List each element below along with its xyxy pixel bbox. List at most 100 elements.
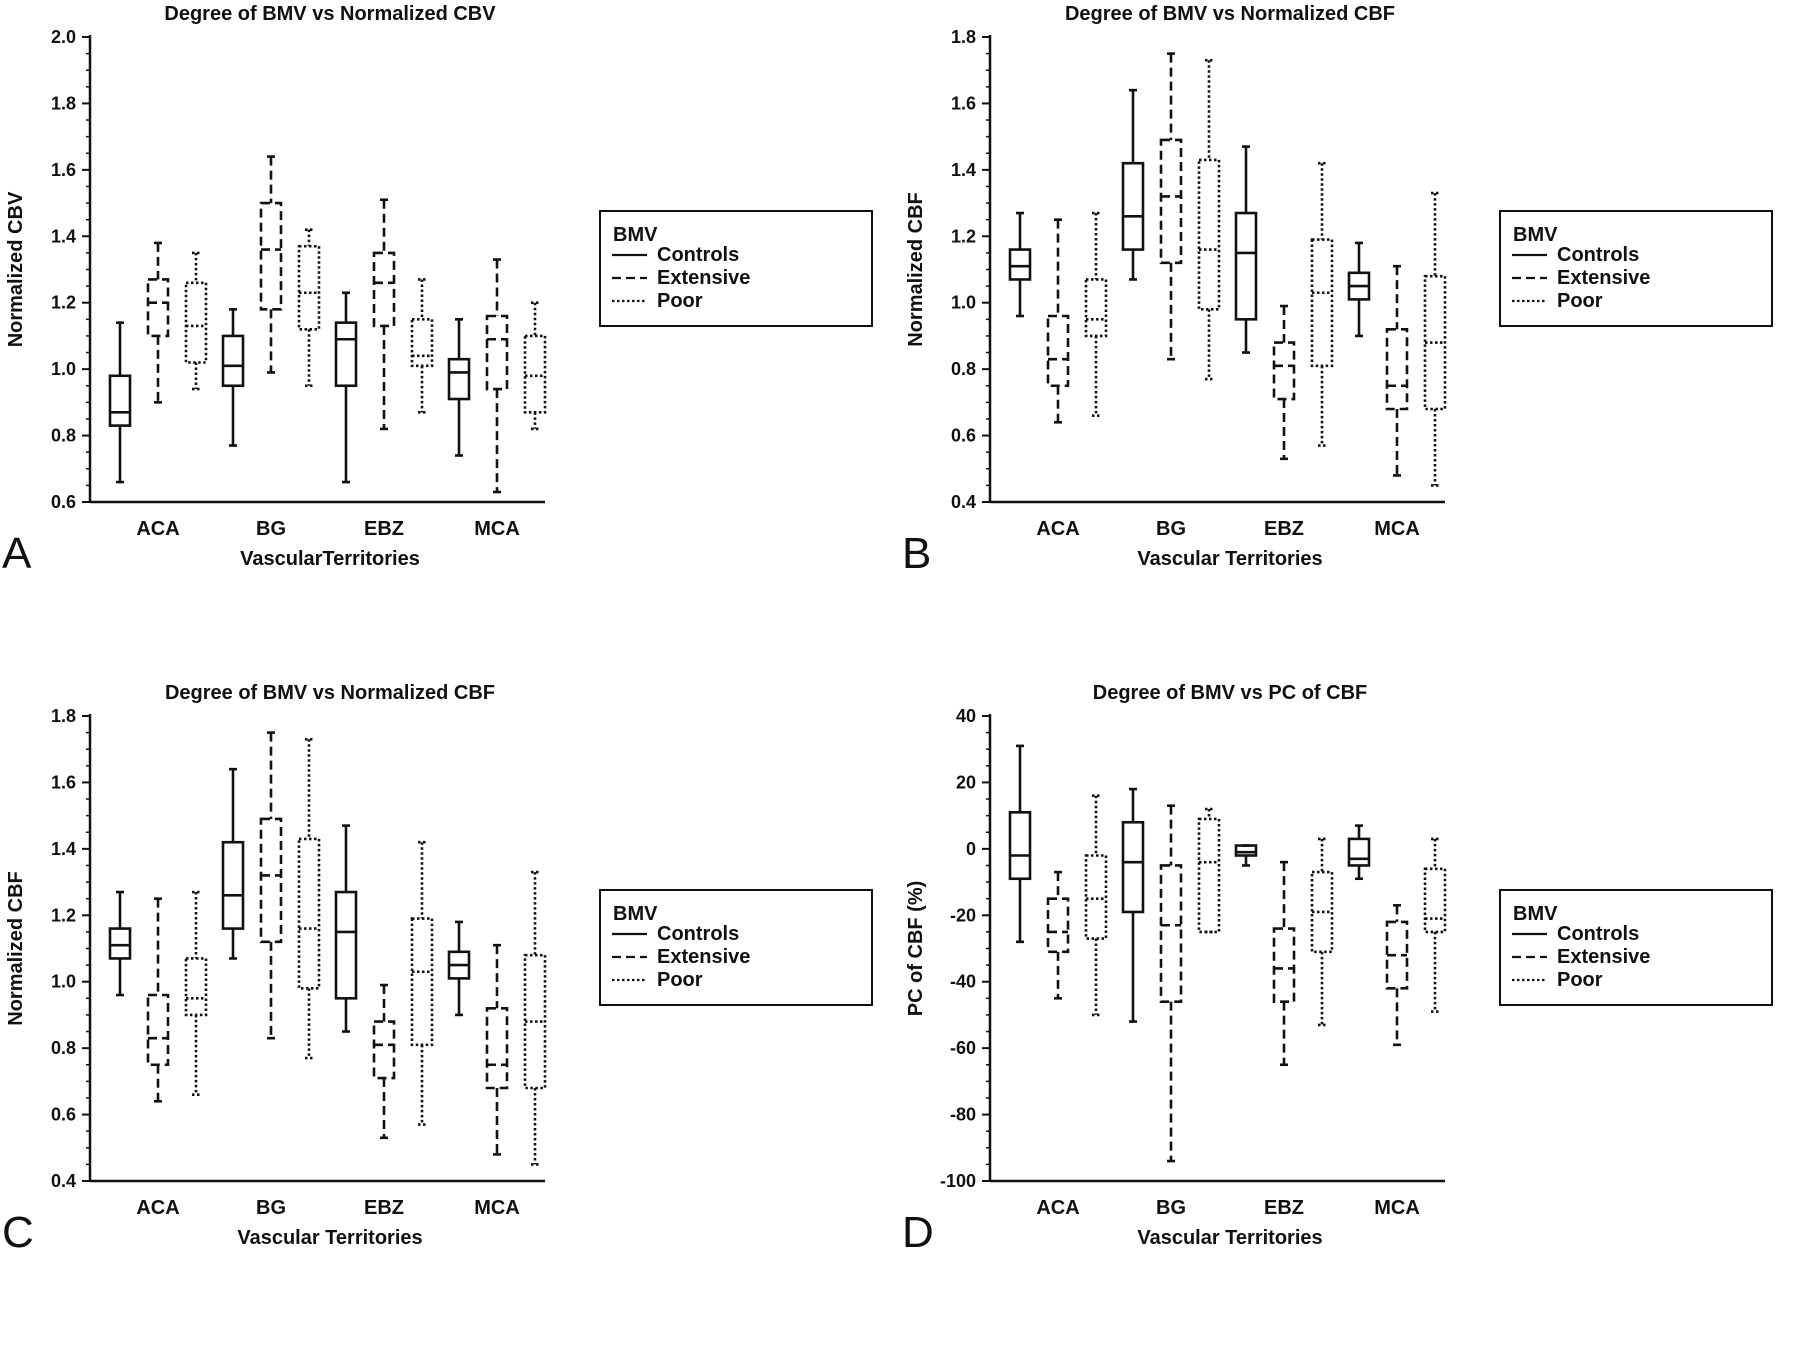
y-tick-label: 1.0	[51, 972, 76, 992]
y-tick-label: 1.2	[51, 905, 76, 925]
y-tick-label: 1.6	[951, 93, 976, 113]
legend-item-label: Poor	[1557, 290, 1603, 312]
box-iqr	[184, 957, 208, 1017]
box-iqr	[1046, 314, 1070, 388]
box-extensive-ebz	[1272, 860, 1296, 1067]
box-iqr	[523, 334, 547, 414]
chart-d: Degree of BMV vs PC of CBF -100 -80 -60 -40 -…	[902, 682, 1773, 1257]
legend-item-label: Poor	[657, 290, 703, 312]
box-iqr	[1423, 274, 1447, 411]
y-tick-label: 1.4	[51, 839, 76, 859]
panel-letter: D	[902, 1208, 934, 1257]
y-tick-label: 1.6	[51, 160, 76, 180]
box-iqr	[1008, 248, 1032, 281]
box-poor-ebz	[1310, 161, 1334, 447]
box-iqr	[1234, 211, 1258, 321]
box-iqr	[1310, 238, 1334, 368]
legend-item-label: Extensive	[1557, 946, 1650, 968]
legend-item-label: Poor	[1557, 969, 1603, 991]
box-iqr	[334, 890, 358, 1000]
box-extensive-ebz	[372, 983, 396, 1140]
box-poor-aca	[1084, 211, 1108, 417]
x-axis-label: Vascular Territories	[237, 1227, 422, 1249]
x-category-label: EBZ	[364, 518, 404, 540]
panel-d: Degree of BMV vs PC of CBF -100 -80 -60 -40 -…	[900, 679, 1800, 1358]
box-iqr	[146, 278, 170, 338]
y-axis-label: PC of CBF (%)	[905, 881, 927, 1017]
box-iqr	[1385, 327, 1409, 411]
box-extensive-aca	[1046, 870, 1070, 1000]
y-tick-label: 0	[966, 839, 976, 859]
chart-title: Degree of BMV vs PC of CBF	[1093, 682, 1367, 704]
y-tick-label: 1.0	[951, 293, 976, 313]
box-controls-mca	[1347, 241, 1371, 338]
y-tick-label: 0.8	[951, 359, 976, 379]
panel-letter: C	[2, 1208, 34, 1257]
panel-a: Degree of BMV vs Normalized CBV 0.6 0.8 1.0…	[0, 0, 900, 679]
y-tick-label: -80	[950, 1105, 976, 1125]
box-iqr	[1423, 867, 1447, 934]
legend-title: BMV	[613, 903, 658, 925]
legend-box	[599, 889, 873, 1006]
box-controls-bg	[1121, 787, 1145, 1023]
box-iqr	[523, 953, 547, 1090]
x-category-label: EBZ	[1264, 518, 1304, 540]
panel-letter: A	[2, 529, 32, 578]
y-axis-label: Normalized CBF	[5, 871, 27, 1025]
box-iqr	[372, 251, 396, 328]
box-controls-mca	[1347, 824, 1371, 881]
y-tick-label: -40	[950, 972, 976, 992]
legend-item-label: Controls	[657, 244, 739, 266]
box-extensive-mca	[1385, 264, 1409, 477]
x-category-label: MCA	[1374, 1197, 1420, 1219]
box-controls-bg	[1121, 88, 1145, 281]
x-category-label: ACA	[1036, 1197, 1079, 1219]
box-controls-aca	[1008, 744, 1032, 944]
box-extensive-ebz	[1272, 304, 1296, 461]
box-iqr	[1347, 837, 1371, 867]
legend-title: BMV	[613, 224, 658, 246]
box-extensive-bg	[259, 731, 283, 1040]
x-axis-label: VascularTerritories	[240, 548, 420, 570]
y-tick-label: 1.2	[951, 226, 976, 246]
y-tick-label: 20	[956, 772, 976, 792]
legend-item-label: Controls	[657, 923, 739, 945]
box-iqr	[108, 374, 132, 427]
box-iqr	[1084, 278, 1108, 338]
box-controls-aca	[1008, 211, 1032, 318]
legend-box	[1499, 889, 1773, 1006]
box-extensive-ebz	[372, 198, 396, 431]
box-iqr	[184, 281, 208, 364]
y-tick-label: 1.8	[951, 27, 976, 47]
box-controls-ebz	[1234, 145, 1258, 354]
y-tick-label: 0.6	[51, 1105, 76, 1125]
box-extensive-aca	[146, 897, 170, 1103]
box-iqr	[1310, 870, 1334, 954]
box-iqr	[108, 927, 132, 960]
box-poor-bg	[297, 737, 321, 1060]
box-poor-ebz	[410, 278, 434, 414]
box-extensive-mca	[1385, 904, 1409, 1047]
box-iqr	[1197, 158, 1221, 311]
box-iqr	[1159, 864, 1183, 1003]
box-iqr	[410, 318, 434, 368]
legend-item-label: Extensive	[657, 267, 750, 289]
y-tick-label: 1.8	[51, 706, 76, 726]
x-category-label: MCA	[474, 1197, 520, 1219]
box-poor-ebz	[410, 840, 434, 1126]
box-poor-bg	[1197, 807, 1221, 934]
panel-letter: B	[902, 529, 931, 578]
y-tick-label: 1.4	[951, 160, 976, 180]
box-iqr	[259, 817, 283, 944]
x-axis-label: Vascular Territories	[1137, 548, 1322, 570]
legend-title: BMV	[1513, 903, 1558, 925]
box-iqr	[372, 1020, 396, 1080]
x-category-label: EBZ	[1264, 1197, 1304, 1219]
x-category-label: BG	[1156, 1197, 1186, 1219]
legend-title: BMV	[1513, 224, 1558, 246]
y-tick-label: -60	[950, 1038, 976, 1058]
box-iqr	[146, 993, 170, 1067]
box-iqr	[485, 314, 509, 391]
y-tick-label: -20	[950, 905, 976, 925]
box-poor-aca	[184, 251, 208, 391]
